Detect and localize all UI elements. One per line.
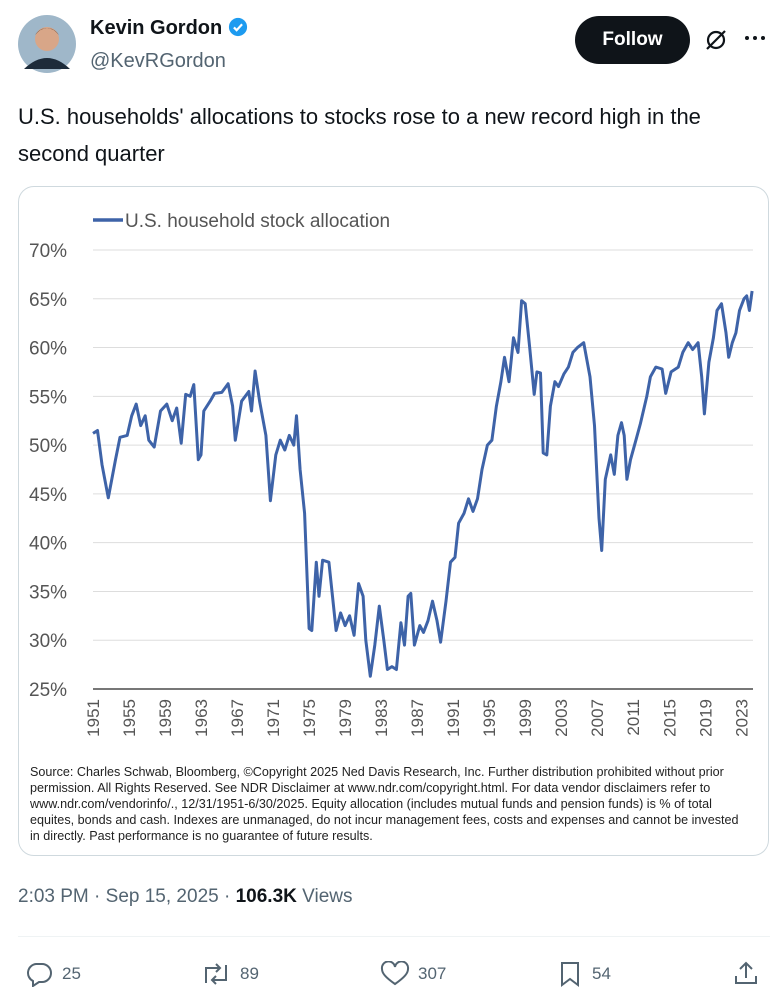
x-tick-label: 1983 <box>372 699 391 737</box>
x-tick-label: 1991 <box>444 699 463 737</box>
repost-button[interactable]: 89 <box>200 961 259 987</box>
divider <box>18 936 770 937</box>
chart-source: Source: Charles Schwab, Bloomberg, ©Copy… <box>30 765 739 843</box>
x-tick-label: 1987 <box>408 699 427 737</box>
like-button[interactable]: 307 <box>380 961 446 987</box>
y-tick-label: 25% <box>29 680 67 701</box>
y-tick-label: 50% <box>29 436 67 457</box>
bookmark-icon <box>561 962 579 987</box>
views-label: Views <box>302 886 353 907</box>
like-count: 307 <box>418 964 447 983</box>
time[interactable]: 2:03 PM <box>18 886 89 907</box>
y-tick-label: 65% <box>29 290 67 311</box>
x-tick-label: 1979 <box>336 699 355 737</box>
y-tick-label: 40% <box>29 534 67 555</box>
y-tick-label: 70% <box>29 241 67 262</box>
x-tick-label: 2007 <box>588 699 607 737</box>
x-tick-label: 1959 <box>156 699 175 737</box>
chart-card[interactable]: 25% 30% 35% 40% 45% 50% 55% 60% 65% 70% 1951 1955 19… <box>18 186 769 856</box>
x-tick-label: 1995 <box>480 699 499 737</box>
y-tick-label: 35% <box>29 582 67 603</box>
follow-button[interactable]: Follow <box>575 16 690 64</box>
separator: · <box>94 886 101 907</box>
y-tick-label: 30% <box>29 631 67 652</box>
x-tick-label: 1951 <box>84 699 103 737</box>
separator: · <box>223 886 231 907</box>
x-tick-label: 2011 <box>624 699 643 736</box>
reply-icon <box>27 963 52 987</box>
bookmark-count: 54 <box>592 964 611 983</box>
repost-icon <box>205 963 227 985</box>
x-tick-label: 1955 <box>120 699 139 737</box>
x-tick-label: 1963 <box>192 699 211 737</box>
verified-badge <box>228 17 247 37</box>
share-icon[interactable] <box>733 960 759 986</box>
view-count: 106.3K <box>235 886 297 907</box>
legend-label: U.S. household stock allocation <box>125 211 390 232</box>
grok-icon[interactable] <box>703 27 729 53</box>
x-tick-label: 2019 <box>696 699 715 737</box>
more-icon[interactable] <box>743 33 767 43</box>
x-tick-label: 1999 <box>516 699 535 737</box>
x-tick-label: 2023 <box>732 699 751 737</box>
x-tick-label: 1975 <box>300 699 319 737</box>
author-name[interactable]: Kevin Gordon <box>90 17 248 40</box>
avatar[interactable] <box>18 15 76 73</box>
x-tick-label: 1971 <box>264 699 283 737</box>
repost-count: 89 <box>240 964 259 983</box>
tweet-text: U.S. households' allocations to stocks r… <box>18 104 701 166</box>
data-line <box>92 290 754 678</box>
chart: 25% 30% 35% 40% 45% 50% 55% 60% 65% 70% 1951 1955 19… <box>29 211 754 737</box>
y-tick-label: 55% <box>29 387 67 408</box>
date[interactable]: Sep 15, 2025 <box>105 886 219 907</box>
x-tick-label: 2015 <box>660 699 679 737</box>
like-icon <box>380 961 410 986</box>
y-tick-label: 60% <box>29 339 67 360</box>
author-handle[interactable]: @KevRGordon <box>90 50 226 72</box>
reply-count: 25 <box>62 964 81 983</box>
tweet-meta: 2:03 PM · Sep 15, 2025 · 106.3K Views <box>18 886 353 908</box>
x-tick-label: 1967 <box>228 699 247 737</box>
y-tick-label: 45% <box>29 485 67 506</box>
bookmark-button[interactable]: 54 <box>558 961 611 987</box>
author-name-text[interactable]: Kevin Gordon <box>90 17 223 39</box>
x-tick-label: 2003 <box>552 699 571 737</box>
reply-button[interactable]: 25 <box>24 961 81 987</box>
